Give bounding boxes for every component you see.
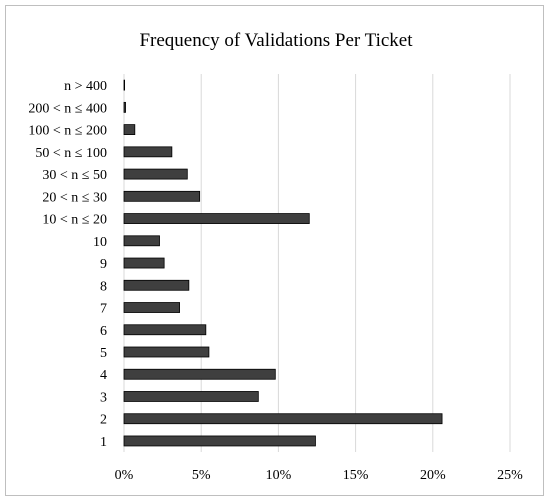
bars — [123, 79, 443, 447]
category-label: n > 400 — [64, 79, 107, 94]
bar — [123, 168, 188, 180]
x-tick-label: 0% — [115, 468, 134, 483]
category-label: 10 < n ≤ 20 — [42, 213, 107, 228]
x-tick-label: 25% — [497, 468, 523, 483]
bar — [123, 146, 173, 158]
bar — [123, 190, 201, 202]
bar — [123, 391, 259, 402]
category-label: 8 — [100, 279, 107, 294]
category-label: 50 < n ≤ 100 — [35, 146, 107, 161]
bar — [123, 213, 310, 224]
category-label: 6 — [100, 324, 107, 339]
category-label: 10 — [93, 235, 107, 250]
bar — [123, 302, 180, 313]
bar — [123, 257, 165, 269]
bar — [123, 413, 443, 425]
category-label: 4 — [100, 368, 107, 383]
x-tick-label: 20% — [420, 468, 446, 483]
bar — [123, 101, 126, 113]
x-tick-label: 15% — [343, 468, 369, 483]
bar — [123, 346, 210, 358]
gridlines — [123, 74, 511, 452]
bar — [123, 235, 160, 247]
x-tick-labels: 0% 5% 10% 15% 20% 25% — [115, 468, 524, 483]
bar — [123, 124, 136, 135]
category-label: 2 — [100, 413, 107, 428]
category-label: 1 — [100, 435, 107, 450]
category-labels: n > 400 200 < n ≤ 400 100 < n ≤ 200 50 < n … — [28, 79, 107, 450]
bar — [123, 279, 190, 291]
bar — [123, 435, 316, 447]
category-label: 20 < n ≤ 30 — [42, 190, 107, 205]
category-label: 7 — [100, 302, 107, 317]
x-tick-label: 5% — [192, 468, 211, 483]
category-label: 100 < n ≤ 200 — [28, 124, 107, 139]
bar — [123, 324, 207, 336]
category-label: 200 < n ≤ 400 — [28, 101, 107, 116]
category-label: 5 — [100, 346, 107, 361]
bar — [123, 368, 276, 380]
bar — [123, 79, 126, 91]
x-tick-label: 10% — [266, 468, 292, 483]
category-label: 30 < n ≤ 50 — [42, 168, 107, 183]
category-label: 9 — [100, 257, 107, 272]
chart-title: Frequency of Validations Per Ticket — [139, 30, 413, 51]
category-label: 3 — [100, 390, 107, 405]
